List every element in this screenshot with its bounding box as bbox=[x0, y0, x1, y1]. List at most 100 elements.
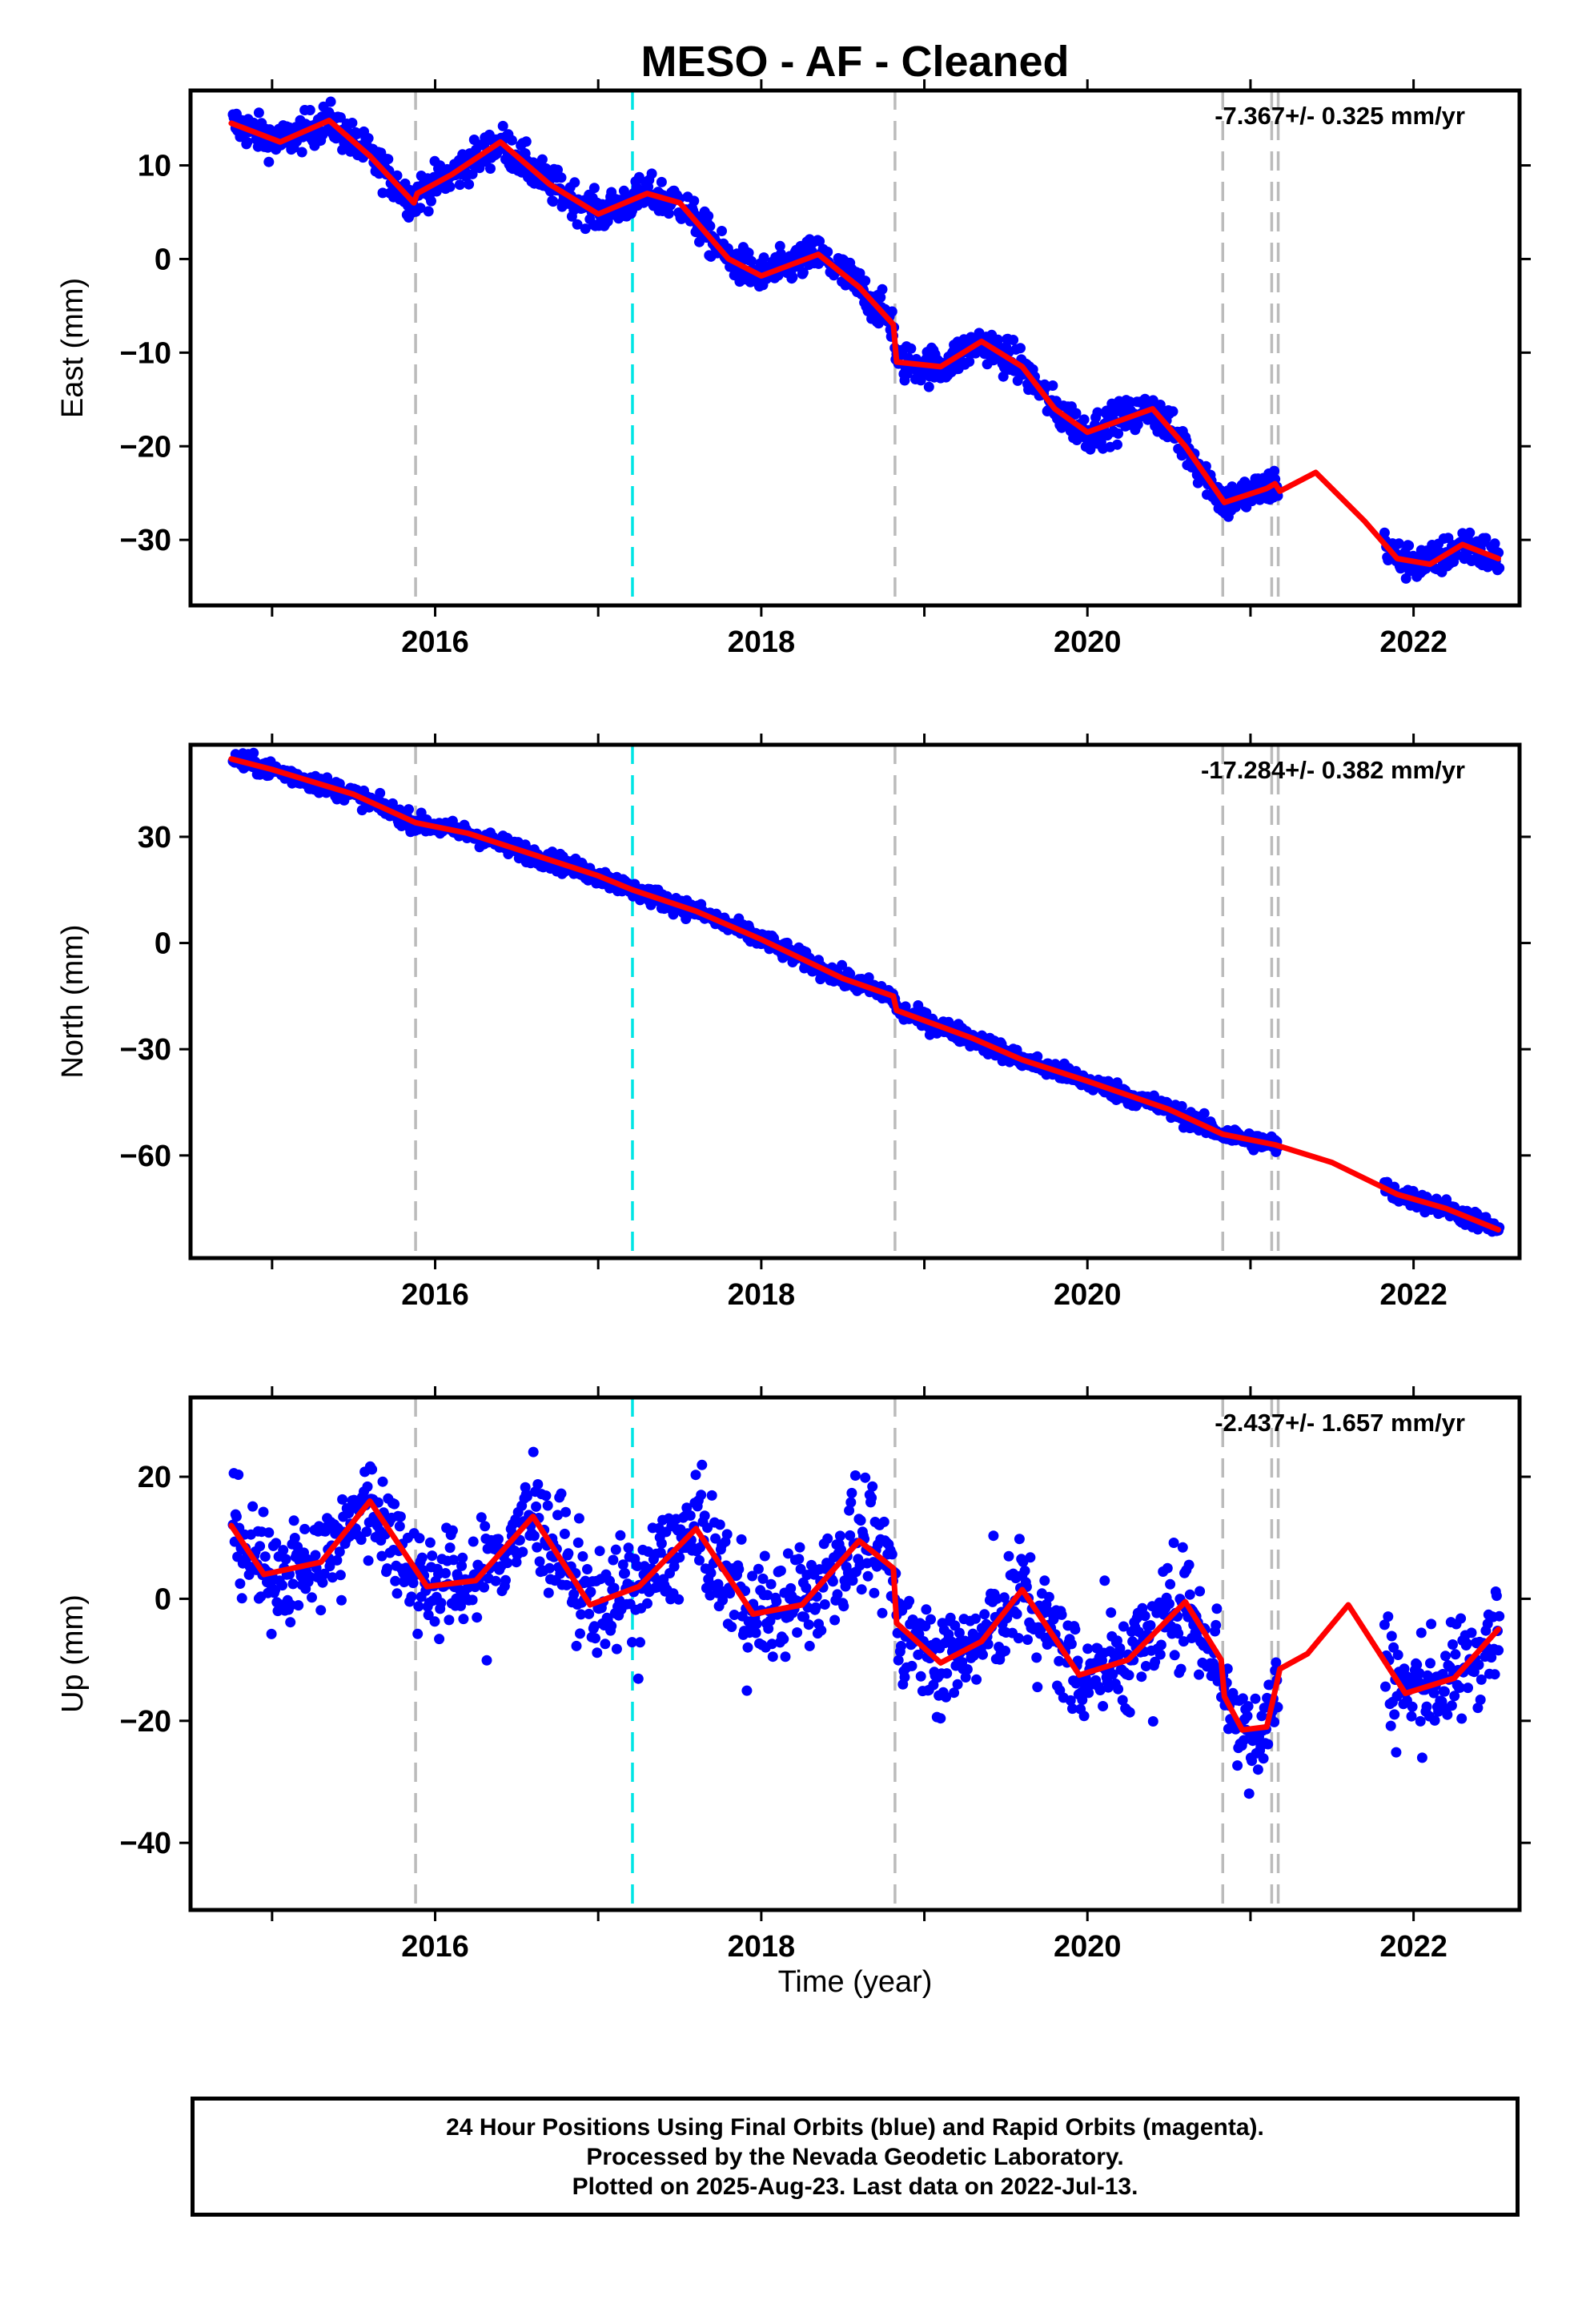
data-point bbox=[1383, 1611, 1394, 1622]
data-point bbox=[476, 1512, 487, 1523]
data-point bbox=[1472, 1703, 1484, 1714]
data-point bbox=[310, 1550, 321, 1561]
data-point bbox=[552, 1510, 563, 1521]
data-point bbox=[705, 1567, 717, 1578]
data-point bbox=[294, 1555, 305, 1566]
data-point bbox=[926, 1614, 936, 1625]
data-point bbox=[685, 1510, 696, 1521]
data-point bbox=[1489, 538, 1500, 549]
data-point bbox=[502, 1558, 513, 1569]
data-point bbox=[1113, 428, 1124, 439]
data-point bbox=[324, 1561, 335, 1572]
data-point bbox=[1078, 414, 1090, 425]
data-point bbox=[928, 1679, 939, 1691]
data-point bbox=[592, 1647, 603, 1659]
data-point bbox=[521, 1491, 532, 1502]
data-point bbox=[620, 1567, 630, 1578]
data-point bbox=[867, 1481, 878, 1492]
data-point bbox=[1113, 1683, 1124, 1695]
data-point bbox=[429, 1616, 440, 1627]
data-point bbox=[556, 1488, 567, 1499]
data-point bbox=[875, 292, 886, 303]
data-point bbox=[717, 1594, 729, 1606]
data-point bbox=[493, 1534, 504, 1545]
data-point bbox=[829, 1614, 841, 1626]
data-point bbox=[376, 1550, 387, 1562]
data-point bbox=[799, 1611, 810, 1622]
data-point bbox=[575, 1628, 585, 1639]
data-point bbox=[271, 1538, 282, 1549]
x-tick-label: 2016 bbox=[401, 625, 469, 659]
x-tick-label: 2022 bbox=[1379, 1930, 1447, 1964]
data-point bbox=[860, 1472, 871, 1483]
data-point bbox=[1124, 396, 1135, 408]
data-point bbox=[954, 1627, 965, 1638]
data-point bbox=[1164, 1598, 1174, 1610]
data-point bbox=[480, 1521, 491, 1532]
x-tick-label: 2022 bbox=[1379, 1278, 1447, 1312]
data-point bbox=[663, 208, 674, 219]
data-point bbox=[1000, 1646, 1010, 1656]
data-point bbox=[877, 283, 888, 295]
data-point bbox=[941, 1691, 952, 1703]
data-point bbox=[1184, 1589, 1195, 1600]
data-point bbox=[1098, 1701, 1109, 1711]
data-point bbox=[822, 247, 833, 257]
data-point bbox=[534, 1556, 545, 1567]
data-point bbox=[822, 1533, 833, 1544]
data-point bbox=[1175, 1663, 1186, 1675]
data-point bbox=[335, 1570, 346, 1581]
data-point bbox=[706, 1490, 717, 1501]
data-point bbox=[775, 1565, 786, 1576]
data-point bbox=[913, 1649, 924, 1660]
data-point bbox=[1176, 1100, 1187, 1112]
data-point bbox=[266, 1628, 277, 1639]
observed-points bbox=[227, 1446, 1505, 1799]
data-point bbox=[1421, 1701, 1432, 1712]
data-point bbox=[584, 1608, 595, 1619]
data-point bbox=[434, 1634, 445, 1645]
data-point bbox=[382, 1563, 393, 1574]
data-point bbox=[571, 1640, 582, 1651]
data-point bbox=[1168, 1538, 1179, 1548]
data-point bbox=[1476, 1674, 1487, 1685]
data-point bbox=[416, 1552, 428, 1563]
data-point bbox=[559, 1528, 570, 1539]
data-point bbox=[971, 1674, 982, 1685]
data-point bbox=[900, 1001, 911, 1012]
data-point bbox=[235, 1578, 246, 1589]
data-point bbox=[1486, 1652, 1497, 1663]
data-point bbox=[998, 371, 1009, 382]
data-point bbox=[1139, 393, 1150, 404]
data-point bbox=[506, 135, 517, 146]
data-point bbox=[780, 1651, 791, 1663]
data-point bbox=[753, 1563, 764, 1574]
data-point bbox=[1415, 1627, 1427, 1638]
data-point bbox=[792, 1627, 803, 1638]
data-point bbox=[582, 1564, 592, 1574]
data-point bbox=[726, 1622, 737, 1632]
data-point bbox=[1082, 1643, 1094, 1655]
data-point bbox=[1183, 1559, 1195, 1570]
data-point bbox=[394, 1521, 405, 1532]
model-curve bbox=[228, 117, 1501, 568]
data-point bbox=[1480, 533, 1492, 544]
data-point bbox=[277, 1580, 288, 1591]
data-point bbox=[423, 1610, 434, 1621]
data-point bbox=[390, 1575, 401, 1586]
data-point bbox=[377, 1476, 388, 1487]
data-point bbox=[389, 1498, 400, 1510]
data-point bbox=[886, 1549, 897, 1560]
data-point bbox=[1379, 527, 1390, 538]
data-point bbox=[643, 1546, 654, 1557]
data-point bbox=[1252, 1764, 1263, 1775]
data-point bbox=[327, 1572, 338, 1583]
data-point bbox=[1165, 1578, 1176, 1590]
data-point bbox=[467, 1594, 478, 1606]
data-point bbox=[444, 1614, 455, 1626]
data-point bbox=[846, 1487, 857, 1498]
data-point bbox=[921, 1604, 932, 1615]
plot-frame bbox=[188, 88, 1522, 608]
data-point bbox=[832, 1589, 843, 1600]
data-point bbox=[642, 1598, 652, 1609]
